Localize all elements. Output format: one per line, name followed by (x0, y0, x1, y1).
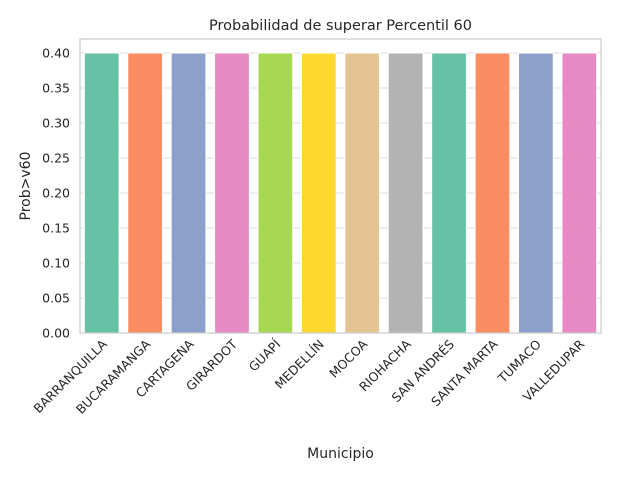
y-tick-label: 0.30 (42, 116, 70, 131)
bar (300, 52, 337, 334)
bar (474, 52, 511, 334)
bar (83, 52, 120, 334)
bar (170, 52, 207, 334)
bar (431, 52, 467, 334)
y-tick-label: 0.05 (42, 291, 70, 306)
bar (561, 52, 598, 334)
bar (214, 52, 250, 334)
y-tick-label: 0.40 (42, 46, 70, 61)
x-tick-label: BARRANQUILLA (30, 336, 110, 416)
chart-title: Probabilidad de superar Percentil 60 (209, 18, 472, 34)
y-tick-labels: 0.00 0.05 0.10 0.15 0.20 0.25 0.30 0.35 0.40 (42, 46, 70, 341)
y-tick-label: 0.00 (42, 326, 70, 341)
y-tick-label: 0.10 (42, 256, 70, 271)
bar (257, 52, 294, 334)
x-tick-label: BUCARAMANGA (73, 336, 154, 417)
bar (127, 52, 163, 334)
x-tick-label: MOCOA (326, 336, 371, 381)
plot-frame (79, 38, 602, 334)
bar (387, 52, 424, 334)
grid-lines (80, 52, 601, 334)
x-tick-label: GUAPÍ (246, 336, 284, 374)
y-tick-label: 0.35 (42, 81, 70, 96)
y-tick-label: 0.15 (42, 221, 70, 236)
bar (518, 52, 554, 334)
y-tick-label: 0.25 (42, 151, 70, 166)
y-axis-label: Prob>v60 (18, 152, 34, 221)
bar (344, 52, 381, 334)
bars (83, 52, 598, 334)
y-tick-label: 0.20 (42, 186, 70, 201)
x-axis-label: Municipio (307, 446, 374, 462)
x-tick-labels: BARRANQUILLABUCARAMANGACARTAGENAGIRARDOT… (30, 336, 587, 417)
